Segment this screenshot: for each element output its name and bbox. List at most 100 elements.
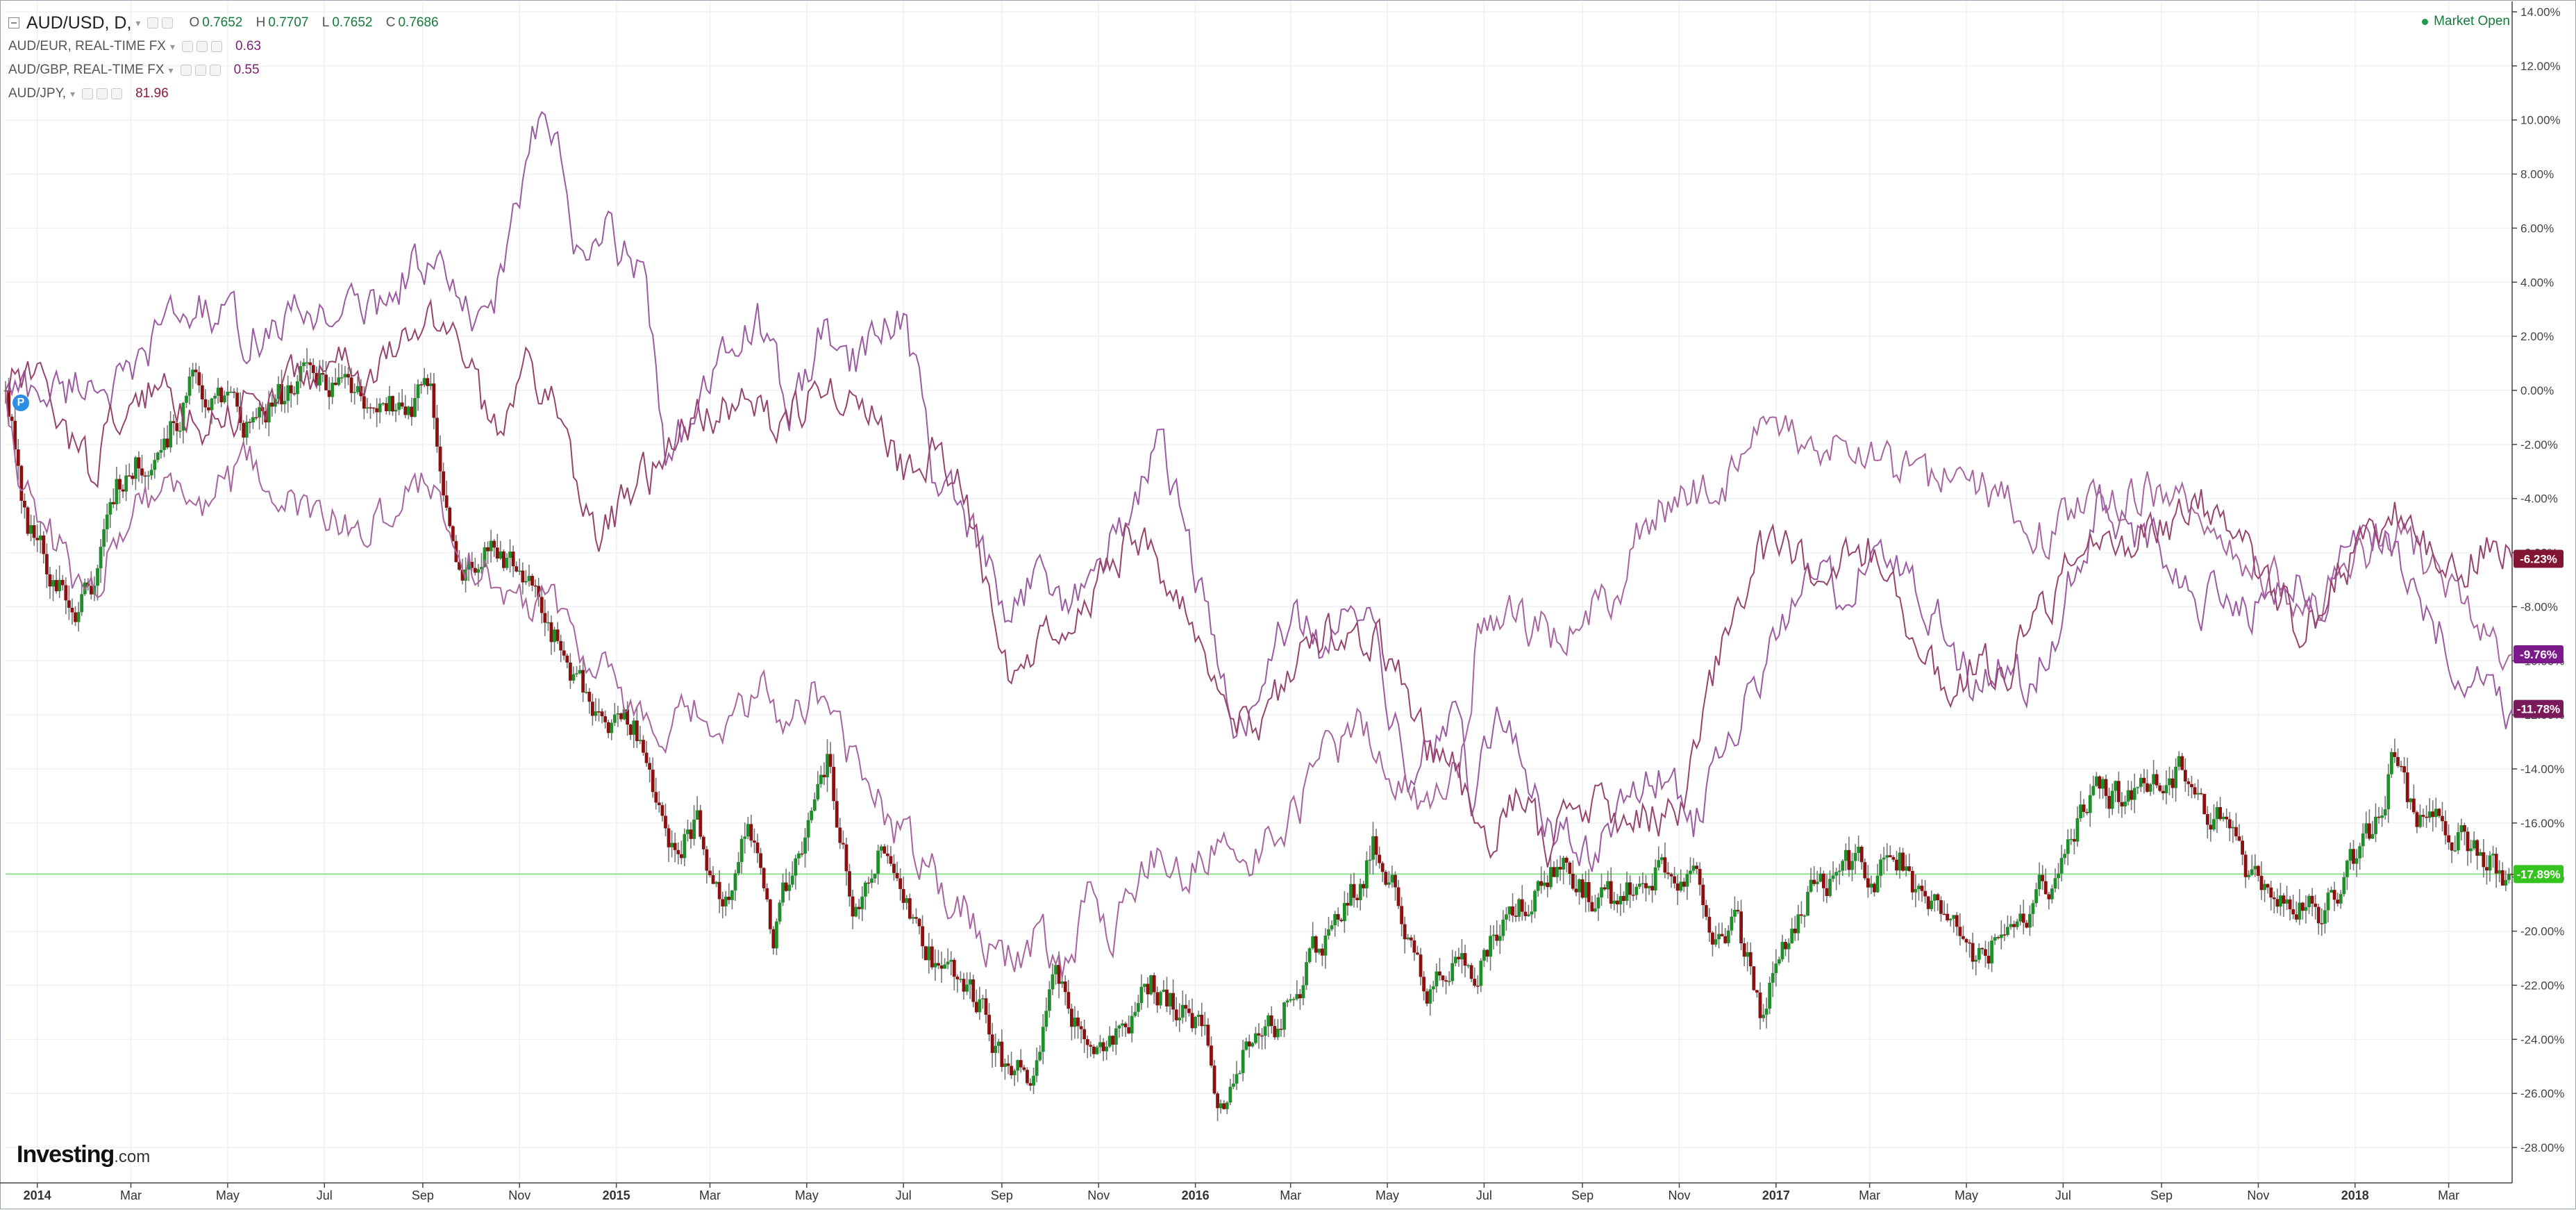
candle-body [994, 1045, 998, 1053]
candle-body [2367, 823, 2371, 839]
candle-body [1742, 943, 1746, 957]
compare-symbol[interactable]: AUD/GBP, REAL-TIME FX [8, 63, 165, 77]
candle-body [1996, 937, 2000, 938]
legend-compare-jpy[interactable]: AUD/JPY, ▾ 81.96 [8, 82, 449, 106]
close-icon[interactable] [111, 88, 123, 99]
candle-body [1768, 982, 1772, 1009]
legend-compare-gbp[interactable]: AUD/GBP, REAL-TIME FX ▾ 0.55 [8, 58, 449, 82]
candle-body [1904, 866, 1908, 871]
candle-body [486, 547, 490, 552]
value-badge-aud-usd: -17.89% [2514, 865, 2564, 884]
candle-body [1955, 915, 1959, 927]
visibility-icon[interactable] [162, 17, 174, 28]
candle-body [2427, 811, 2432, 818]
candle-body [540, 597, 544, 613]
x-tick-label: 2017 [1762, 1188, 1790, 1202]
candle-body [2488, 855, 2492, 871]
candle-body [1123, 1023, 1128, 1027]
candle-body [121, 489, 125, 492]
candle-body [1600, 887, 1603, 898]
candle-body [1812, 879, 1816, 884]
candle-body [2015, 921, 2019, 927]
candle-body [711, 875, 715, 884]
candle-body [76, 612, 81, 622]
x-tick-label: May [1955, 1188, 1978, 1202]
candle-body [244, 422, 249, 438]
candle-body [2339, 894, 2343, 904]
candle-body [2012, 924, 2016, 927]
candle-body [1609, 881, 1613, 904]
candle-body [451, 526, 455, 542]
chevron-down-icon[interactable]: ▾ [168, 64, 174, 76]
candle-body [2152, 774, 2156, 785]
compare-symbol[interactable]: AUD/EUR, REAL-TIME FX [8, 39, 166, 53]
y-tick-label: 10.00% [2520, 114, 2561, 127]
candle-body [2332, 890, 2336, 900]
candle-body [816, 784, 820, 799]
candle-body [2314, 903, 2318, 907]
candle-body [2272, 897, 2276, 900]
candle-body [911, 917, 915, 919]
candle-body [1977, 947, 1981, 960]
candle-body [1647, 886, 1651, 888]
candle-body [768, 899, 772, 929]
candle-body [844, 844, 848, 872]
candle-body [612, 714, 617, 723]
candle-body [349, 377, 353, 393]
candle-body [413, 398, 417, 417]
candle-body [737, 862, 740, 874]
candle-body [58, 579, 62, 592]
chevron-down-icon[interactable]: ▾ [70, 88, 76, 99]
settings-icon[interactable] [82, 88, 94, 99]
candle-body [2041, 875, 2045, 881]
candle-body [74, 612, 77, 622]
candle-body [2063, 854, 2067, 859]
candle-body [2021, 913, 2025, 923]
candle-body [930, 946, 934, 968]
candle-body [537, 586, 541, 597]
settings-icon[interactable] [182, 41, 194, 52]
candle-body [1818, 873, 1823, 882]
candle-body [2247, 875, 2251, 877]
candle-body [1473, 979, 1477, 986]
candle-body [632, 720, 636, 735]
collapse-legend-icon[interactable] [8, 17, 19, 28]
x-tick-label: May [1375, 1188, 1399, 1202]
value-badge-label: -11.78% [2517, 703, 2560, 716]
visibility-icon[interactable] [196, 41, 208, 52]
candle-body [1048, 989, 1051, 1011]
candle-body [365, 407, 369, 409]
candle-body [1016, 1060, 1020, 1071]
candle-body [1999, 934, 2003, 938]
candle-body [1971, 943, 1975, 962]
candle-body [2275, 899, 2280, 907]
legend-compare-eur[interactable]: AUD/EUR, REAL-TIME FX ▾ 0.63 [8, 35, 449, 58]
y-tick-label: -22.00% [2520, 979, 2564, 992]
settings-icon[interactable] [180, 65, 192, 76]
visibility-icon[interactable] [97, 88, 108, 99]
compare-symbol[interactable]: AUD/JPY, [8, 86, 67, 101]
start-marker-icon[interactable]: P [12, 395, 29, 411]
close-icon[interactable] [209, 65, 221, 76]
main-symbol[interactable]: AUD/USD, D, [26, 13, 132, 33]
investing-logo: Investing.com [17, 1141, 150, 1168]
chevron-down-icon[interactable]: ▾ [135, 17, 141, 28]
candle-body [1634, 886, 1639, 895]
candle-body [194, 370, 198, 372]
settings-icon[interactable] [147, 17, 159, 28]
candle-body [289, 385, 293, 394]
visibility-icon[interactable] [194, 65, 206, 76]
y-tick-label: 14.00% [2520, 6, 2561, 19]
candle-body [1564, 857, 1569, 863]
candle-body [1882, 857, 1886, 860]
candle-body [2443, 821, 2448, 836]
candle-body [1691, 865, 1696, 871]
candle-body [606, 722, 610, 734]
chevron-down-icon[interactable]: ▾ [169, 40, 176, 52]
candle-body [1162, 989, 1166, 993]
x-tick-label: Jul [896, 1188, 912, 1202]
candle-body [1536, 881, 1540, 891]
close-icon[interactable] [211, 41, 223, 52]
